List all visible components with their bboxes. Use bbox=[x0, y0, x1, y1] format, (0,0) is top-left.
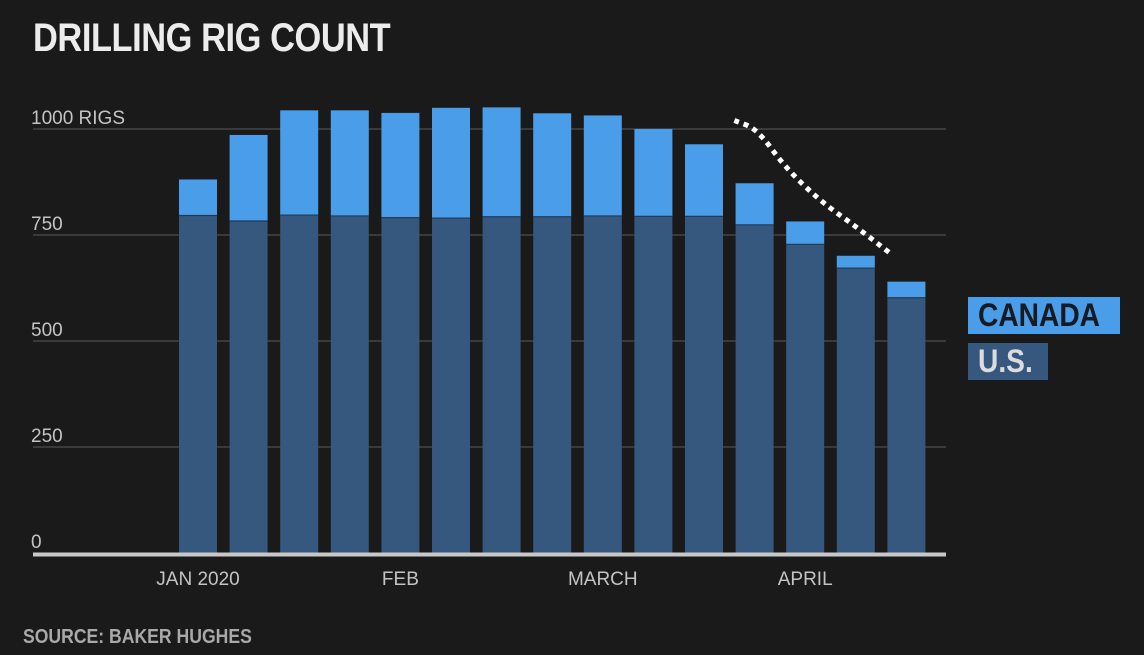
bar-us bbox=[533, 216, 572, 553]
bar-us bbox=[179, 215, 217, 553]
bar-us bbox=[381, 217, 420, 553]
bar-canada bbox=[685, 144, 723, 217]
x-tick-label: FEB bbox=[382, 569, 419, 590]
bar-us bbox=[836, 268, 875, 553]
bar-canada bbox=[482, 107, 521, 217]
bar-canada bbox=[381, 112, 420, 218]
trend-annotation-line bbox=[733, 118, 893, 257]
source-note: SOURCE: BAKER HUGHES bbox=[23, 626, 252, 648]
bar-canada bbox=[786, 221, 825, 245]
y-tick-label: 750 bbox=[31, 214, 63, 235]
y-tick-label: 1000 RIGS bbox=[31, 108, 125, 129]
y-tick-label: 250 bbox=[31, 426, 63, 447]
bar-us bbox=[735, 224, 774, 553]
legend-canada-label: CANADA bbox=[978, 297, 1101, 333]
chart-title: DRILLING RIG COUNT bbox=[33, 16, 391, 60]
bar-us bbox=[887, 297, 926, 553]
bar-canada bbox=[533, 113, 572, 217]
bar-canada bbox=[735, 183, 774, 225]
bar-canada bbox=[583, 115, 622, 216]
bar-us bbox=[432, 218, 470, 554]
bar-us bbox=[685, 216, 723, 553]
bar-canada bbox=[887, 281, 926, 298]
legend-us: U.S. bbox=[968, 343, 1048, 380]
legend-canada: CANADA bbox=[968, 297, 1120, 334]
bar-us bbox=[229, 221, 268, 553]
bar-canada bbox=[836, 255, 875, 269]
bar-us bbox=[330, 215, 369, 554]
bar-canada bbox=[330, 110, 369, 216]
bar-us bbox=[280, 215, 319, 553]
y-tick-label: 0 bbox=[31, 532, 42, 553]
bar-us bbox=[482, 216, 521, 553]
bar-canada bbox=[179, 179, 217, 216]
bar-canada bbox=[432, 107, 470, 219]
x-tick-label: APRIL bbox=[778, 569, 833, 590]
bar-canada bbox=[229, 134, 268, 222]
x-tick-label: MARCH bbox=[568, 569, 638, 590]
bar-canada bbox=[280, 110, 319, 216]
x-tick-label: JAN 2020 bbox=[156, 569, 239, 590]
bar-us bbox=[786, 244, 825, 553]
bar-us bbox=[583, 215, 622, 554]
bar-canada bbox=[634, 129, 673, 217]
legend-us-label: U.S. bbox=[978, 343, 1033, 379]
bar-us bbox=[634, 216, 673, 553]
y-tick-label: 500 bbox=[31, 320, 63, 341]
